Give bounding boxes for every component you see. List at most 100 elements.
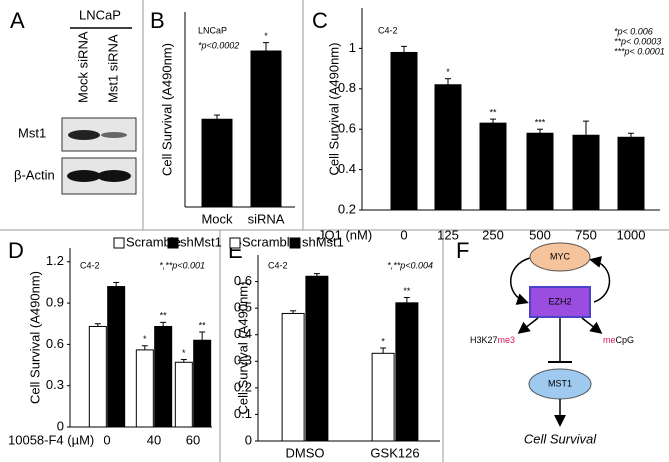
bar <box>434 84 462 211</box>
significance: ** <box>489 107 497 117</box>
y-tick-label: 0.4 <box>234 326 252 341</box>
y-axis-label: Cell Survival (A490nm) <box>27 271 42 404</box>
p-value-note: *,**p<0.004 <box>387 260 433 270</box>
x-tick-label: 500 <box>529 227 551 242</box>
bar <box>193 339 212 428</box>
y-tick-label: 0.9 <box>46 295 64 310</box>
x-axis-label: JQ1 (nM) <box>318 227 372 242</box>
y-tick-label: 0.1 <box>234 406 252 421</box>
bar <box>201 118 233 208</box>
arrow <box>517 317 539 334</box>
bar <box>572 134 600 211</box>
y-tick-label: 1.2 <box>46 253 64 268</box>
x-tick-label: 40 <box>147 432 161 447</box>
legend-label: shMst1 <box>302 234 344 249</box>
x-tick-label: 125 <box>437 227 459 242</box>
arrow <box>581 317 603 334</box>
outcome: Cell Survival <box>524 431 597 446</box>
node-label: EZH2 <box>548 296 571 306</box>
x-tick-label: 750 <box>575 227 597 242</box>
panel-label: B <box>150 8 165 33</box>
x-tick-label: siRNA <box>248 211 285 226</box>
mark-label: meCpG <box>603 335 634 345</box>
p-value-note: ***p< 0.0001 <box>614 46 665 56</box>
significance: ** <box>199 320 207 330</box>
cell-line: C4-2 <box>80 260 100 270</box>
y-tick-label: 0.2 <box>338 201 356 216</box>
legend-label: Scramble <box>242 234 297 249</box>
mark-text: H3K27 <box>470 335 498 345</box>
lane-label: Mock siRNA <box>75 31 90 103</box>
panel-label: F <box>456 238 469 263</box>
y-axis-label: Cell Survival (A490nm) <box>235 282 250 415</box>
panel-label: D <box>8 238 24 263</box>
bar <box>526 132 554 211</box>
lane-label: Mst1 siRNA <box>105 34 120 103</box>
p-value-note: *,**p<0.001 <box>159 260 205 270</box>
x-tick-label: 250 <box>482 227 504 242</box>
band <box>97 170 131 182</box>
x-tick-label: GSK126 <box>370 445 419 460</box>
bar <box>395 302 419 442</box>
mark-text: me3 <box>497 335 515 345</box>
significance: * <box>381 336 385 346</box>
arrow <box>589 256 611 303</box>
bar <box>107 286 126 428</box>
y-tick-label: 0.6 <box>46 336 64 351</box>
legend-swatch <box>167 237 179 249</box>
x-tick-label: 0 <box>103 432 110 447</box>
arrow <box>510 257 531 305</box>
legend-label: shMst1 <box>180 234 222 249</box>
significance: * <box>446 67 450 77</box>
y-tick-label: 0.3 <box>46 377 64 392</box>
y-tick-label: 0.5 <box>234 300 252 315</box>
mark-label: H3K27me3 <box>470 335 515 345</box>
significance: * <box>182 348 186 358</box>
bar <box>154 325 173 428</box>
legend-swatch <box>113 237 125 249</box>
mark-text: CpG <box>616 335 635 345</box>
y-tick-label: 0.8 <box>338 80 356 95</box>
legend-swatch <box>229 237 241 249</box>
node-label: MYC <box>550 251 571 261</box>
p-value-note: *p< 0.006 <box>614 26 653 36</box>
x-tick-label: 0 <box>400 227 407 242</box>
legend-swatch <box>289 237 301 249</box>
y-tick-label: 0.6 <box>338 121 356 136</box>
x-tick-label: DMSO <box>286 445 325 460</box>
y-axis-label: Cell Survival (A490nm) <box>159 43 174 176</box>
bar <box>281 312 305 442</box>
cell-line: C4-2 <box>268 260 288 270</box>
band <box>68 130 100 140</box>
significance: *** <box>535 118 546 128</box>
y-tick-label: 0.4 <box>338 161 356 176</box>
bar <box>390 51 418 211</box>
y-tick-label: 1 <box>349 40 356 55</box>
significance: ** <box>160 311 168 321</box>
p-value-note: **p< 0.0003 <box>614 36 661 46</box>
blot: A LNCaP Mock siRNA Mst1 siRNA Mst1 β-Act… <box>10 7 137 195</box>
bar <box>250 50 282 208</box>
bar <box>305 275 329 442</box>
band <box>101 132 127 138</box>
row-label: Mst1 <box>18 125 46 140</box>
row-label: β-Actin <box>14 167 55 182</box>
significance: * <box>143 334 147 344</box>
myc-node <box>529 242 591 272</box>
significance: ** <box>403 286 411 296</box>
bar <box>174 361 193 428</box>
y-tick-label: 0.6 <box>234 273 252 288</box>
cell-line: LNCaP <box>79 7 121 22</box>
bar <box>479 122 507 211</box>
y-tick-label: 0.3 <box>234 353 252 368</box>
y-tick-label: 0 <box>57 418 64 433</box>
bar <box>617 136 645 211</box>
panel-label: C <box>312 8 328 33</box>
x-tick-label: Mock <box>201 211 233 226</box>
y-tick-label: 0.2 <box>234 379 252 394</box>
cell-line: LNCaP <box>198 25 227 35</box>
x-tick-label: 1000 <box>617 227 646 242</box>
p-value-note: *p<0.0002 <box>198 40 239 50</box>
bar <box>88 325 107 428</box>
